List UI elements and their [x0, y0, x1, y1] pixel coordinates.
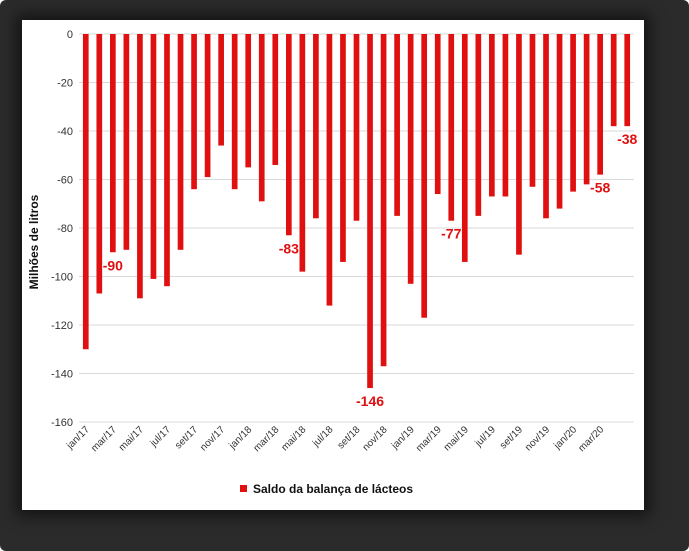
y-tick-label: 0 — [67, 29, 73, 41]
y-tick-label: -20 — [57, 78, 73, 90]
bar — [502, 34, 509, 197]
y-tick-label: -60 — [57, 175, 73, 187]
x-tick-label: nov/18 — [361, 424, 390, 453]
bar — [380, 34, 387, 367]
bar — [272, 34, 279, 165]
y-tick-label: -40 — [57, 126, 73, 138]
x-tick-label: jan/20 — [551, 424, 579, 452]
bar — [367, 34, 373, 389]
bar — [231, 34, 238, 190]
bar — [326, 34, 333, 306]
bar — [204, 34, 211, 178]
bar — [353, 34, 360, 221]
x-tick-label: jul/19 — [473, 424, 499, 450]
bar — [218, 34, 224, 146]
x-tick-label: set/18 — [336, 424, 363, 451]
y-tick-label: -160 — [51, 417, 73, 429]
x-tick-label: jul/18 — [310, 424, 336, 450]
data-label: -38 — [617, 131, 637, 147]
x-tick-label: jul/17 — [148, 424, 174, 450]
y-tick-labels: 0 -20 -40 -60 -80 -100 -120 -140 -160 — [51, 29, 73, 429]
bar — [556, 34, 563, 209]
x-tick-label: mar/18 — [252, 424, 282, 454]
legend-swatch — [240, 485, 247, 492]
bar — [610, 34, 617, 127]
bar — [245, 34, 252, 168]
bar — [164, 34, 170, 287]
bar — [407, 34, 414, 284]
x-tick-label: nov/19 — [523, 424, 552, 453]
bar — [191, 34, 197, 190]
bar-chart: 0 -20 -40 -60 -80 -100 -120 -140 -160 jan/17mar/… — [27, 29, 638, 496]
bar — [624, 34, 631, 127]
x-tick-label: mai/19 — [442, 424, 471, 453]
bar — [529, 34, 536, 187]
y-tick-label: -100 — [51, 272, 73, 284]
data-label: -77 — [441, 226, 461, 242]
bar — [475, 34, 482, 216]
data-label: -146 — [356, 393, 384, 409]
data-label: -90 — [103, 257, 123, 273]
bar — [448, 34, 455, 221]
y-tick-label: -120 — [51, 320, 73, 332]
bar — [597, 34, 604, 175]
x-tick-label: mar/19 — [414, 424, 444, 454]
bar — [516, 34, 522, 255]
bar — [258, 34, 265, 202]
bar — [137, 34, 143, 299]
bar — [434, 34, 441, 195]
x-tick-label: mar/20 — [576, 424, 606, 454]
bar — [123, 34, 130, 250]
bar — [82, 34, 89, 350]
bar — [583, 34, 590, 185]
bar — [421, 34, 428, 318]
chart-panel: 0 -20 -40 -60 -80 -100 -120 -140 -160 jan/17 mar/… — [22, 20, 644, 510]
y-tick-label: -140 — [51, 369, 73, 381]
bar — [150, 34, 157, 279]
bar — [96, 34, 103, 294]
x-tick-label: jan/19 — [389, 424, 417, 452]
data-labels: -90 -83 -146 -77 -58 -38 — [103, 131, 638, 409]
bar — [461, 34, 468, 262]
x-tick-label: set/19 — [498, 424, 525, 451]
bar — [313, 34, 319, 219]
bar — [285, 34, 292, 236]
bar — [109, 34, 116, 253]
bar — [299, 34, 306, 272]
x-tick-label: mai/17 — [117, 424, 146, 453]
bar — [394, 34, 400, 216]
bar — [177, 34, 184, 250]
x-tick-label: mai/18 — [279, 424, 308, 453]
x-tick-label: mar/17 — [89, 424, 119, 454]
gridlines — [79, 33, 634, 423]
bar — [570, 34, 576, 192]
bar — [340, 34, 346, 262]
data-label: -83 — [279, 240, 299, 256]
legend: Saldo da balança de lácteos — [240, 482, 413, 496]
x-tick-label: nov/17 — [198, 424, 227, 453]
data-label: -58 — [590, 180, 610, 196]
x-tick-label: jan/18 — [227, 424, 255, 452]
x-tick-label: set/17 — [173, 424, 200, 451]
y-axis-label: Milhões de litros — [27, 194, 41, 289]
legend-label: Saldo da balança de lácteos — [253, 482, 413, 496]
bars — [82, 34, 631, 389]
y-tick-label: -80 — [57, 223, 73, 235]
bar — [489, 34, 495, 197]
bar — [543, 34, 549, 219]
